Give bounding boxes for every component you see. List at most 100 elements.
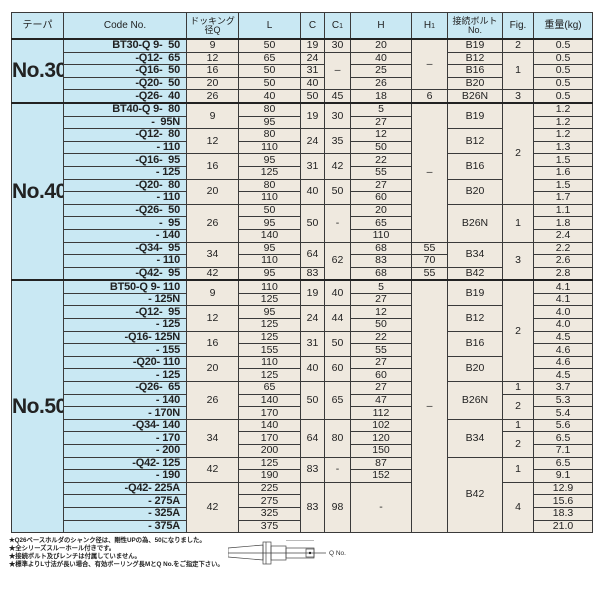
docking-q-cell: 12	[186, 305, 239, 332]
header-h1-text: H	[423, 19, 432, 31]
c1-cell: 40	[324, 279, 351, 307]
weight-cell: 0.5	[533, 51, 593, 66]
bolt-cell: B34	[447, 241, 503, 268]
weight-cell: 4.1	[533, 292, 593, 307]
c-cell: 50	[300, 203, 325, 243]
header-row: テーパ Code No. ドッキング 径Q L C C1 H H1 接続ボルト No…	[11, 12, 593, 40]
fig-cell: 3	[502, 89, 534, 104]
c-cell: 19	[300, 37, 325, 53]
h-cell: 27	[350, 115, 412, 130]
l-cell: 140	[238, 393, 301, 408]
taper-cell: No.50	[11, 279, 64, 534]
footnote: ★接続ボルト及びレンチは付属していません。	[9, 553, 141, 560]
docking-q-cell: 26	[186, 381, 239, 420]
table-row: - 95 95 65 1.8	[12, 216, 593, 230]
c1-cell: 65	[324, 381, 351, 420]
h-cell: 112	[350, 406, 412, 420]
weight-cell: 4.6	[533, 355, 593, 370]
weight-cell: 7.1	[533, 444, 593, 458]
l-cell: 125	[238, 318, 301, 332]
table-row: - 375A 375 21.0	[12, 519, 593, 534]
table-row: -Q34- 140 34 140 64 80 102 B34 1 5.6	[12, 418, 593, 458]
table-row: - 140 140 47 2 5.3	[12, 393, 593, 420]
bolt-cell: B42	[447, 456, 503, 534]
l-cell: 65	[238, 51, 301, 66]
table-row: No.50 BT50-Q 9- 110 9 110 19 40 5– B19 2 4.1	[11, 279, 593, 534]
h-cell: 87	[350, 456, 412, 471]
code-cell: -Q42- 225A	[63, 481, 187, 496]
bolt-cell: B19	[447, 279, 503, 307]
weight-cell: 18.3	[533, 506, 593, 521]
l-cell: 110	[238, 191, 301, 205]
l-cell: 200	[238, 444, 301, 458]
l-cell: 95	[238, 115, 301, 130]
header-l: L	[238, 12, 301, 40]
holder-diagram: L M Q No.	[228, 540, 346, 565]
taper-shank	[228, 544, 264, 561]
code-cell: -Q26- 40	[63, 89, 187, 104]
weight-cell: 1.5	[533, 178, 593, 193]
c-cell: 64	[300, 418, 325, 458]
code-cell: -Q42- 95	[63, 266, 187, 281]
c-cell: 19	[300, 279, 325, 307]
c-cell: 24	[300, 128, 325, 155]
fig-cell: 2	[502, 37, 534, 53]
bolt-cell: B19	[447, 37, 503, 53]
c-cell: 40	[300, 76, 325, 91]
h-cell: 22	[350, 153, 412, 167]
code-cell: - 140	[63, 393, 187, 408]
code-cell: -Q16- 125N	[63, 330, 187, 345]
spec-table-body: No.30 BT30-Q 9- 50 9 50 19 30 20– B19 2 0.5 -Q12- …	[11, 37, 593, 534]
header-c1-text: C	[331, 19, 340, 31]
weight-cell: 2.4	[533, 228, 593, 243]
l-cell: 140	[238, 228, 301, 243]
h-cell: 20	[350, 203, 412, 218]
weight-cell: 4.0	[533, 305, 593, 320]
weight-cell: 5.4	[533, 406, 593, 420]
table-row: -Q20- 110 20 110 40 60 27 B20 4.6	[12, 355, 593, 383]
l-cell: 65	[238, 381, 301, 395]
h-cell: 65	[350, 216, 412, 230]
table-row: -Q42- 125 42 125 83-87 B42 1 6.5	[12, 456, 593, 534]
h-cell: 55	[350, 343, 412, 357]
fig-cell: 1	[502, 456, 534, 483]
c-cell: 50	[300, 381, 325, 420]
c-cell: 31	[300, 330, 325, 357]
l-cell: 125	[238, 165, 301, 180]
table-row: - 140 140 110 2.4	[12, 228, 593, 243]
h-cell: 83	[350, 254, 412, 268]
footnote: ★標準よりL寸法が長い場合、有効ボーリング長MとQ No.をご指定下さい。	[9, 561, 224, 568]
bolt-cell: B12	[447, 305, 503, 332]
fig-cell: 1	[502, 51, 534, 91]
weight-cell: 1.2	[533, 101, 593, 117]
header-q-line1: ドッキング	[190, 15, 235, 26]
l-cell: 170	[238, 406, 301, 420]
code-cell: -Q16- 95	[63, 153, 187, 167]
h1-cell: –	[411, 279, 448, 534]
bolt-cell: B26N	[447, 381, 503, 420]
table-row: -Q34- 95 34 95 64 62 68 55 B34 3 2.2	[12, 241, 593, 281]
h-cell: 110	[350, 228, 412, 243]
weight-cell: 1.8	[533, 216, 593, 230]
code-cell: -Q20- 50	[63, 76, 187, 91]
c1-cell: 62	[324, 241, 351, 281]
table-row: No.30 BT30-Q 9- 50 9 50 19 30 20– B19 2 0.5	[11, 37, 593, 104]
c-cell: 24	[300, 305, 325, 332]
table-row: - 125 125 55 1.6	[12, 165, 593, 180]
fig-cell: 1	[502, 381, 534, 395]
l-cell: 50	[238, 76, 301, 91]
h-cell: 40	[350, 51, 412, 66]
weight-cell: 1.6	[533, 165, 593, 180]
footnote: ★全シリーズスルーホール付きです。	[9, 545, 116, 552]
code-cell: -Q26- 65	[63, 381, 187, 395]
table-row: - 190 190 152 9.1	[12, 469, 593, 483]
l-cell: 80	[238, 101, 301, 117]
footnotes: ★Q26ベースホルダのシャンク径は、剛性UPの為、50になりました。 ★全シリー…	[9, 537, 224, 569]
docking-q-cell: 20	[186, 76, 239, 91]
weight-cell: 1.7	[533, 191, 593, 205]
bolt-cell: B34	[447, 418, 503, 458]
bolt-cell: B12	[447, 128, 503, 155]
h-cell: 27	[350, 292, 412, 307]
h-cell: 50	[350, 318, 412, 332]
c1-cell: 50	[324, 330, 351, 357]
